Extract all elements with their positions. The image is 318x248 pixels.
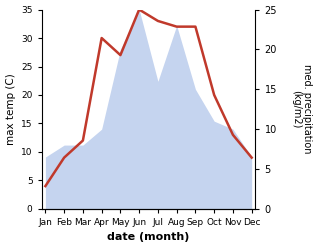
- X-axis label: date (month): date (month): [107, 232, 190, 243]
- Y-axis label: max temp (C): max temp (C): [5, 73, 16, 145]
- Y-axis label: med. precipitation
(kg/m2): med. precipitation (kg/m2): [291, 64, 313, 154]
